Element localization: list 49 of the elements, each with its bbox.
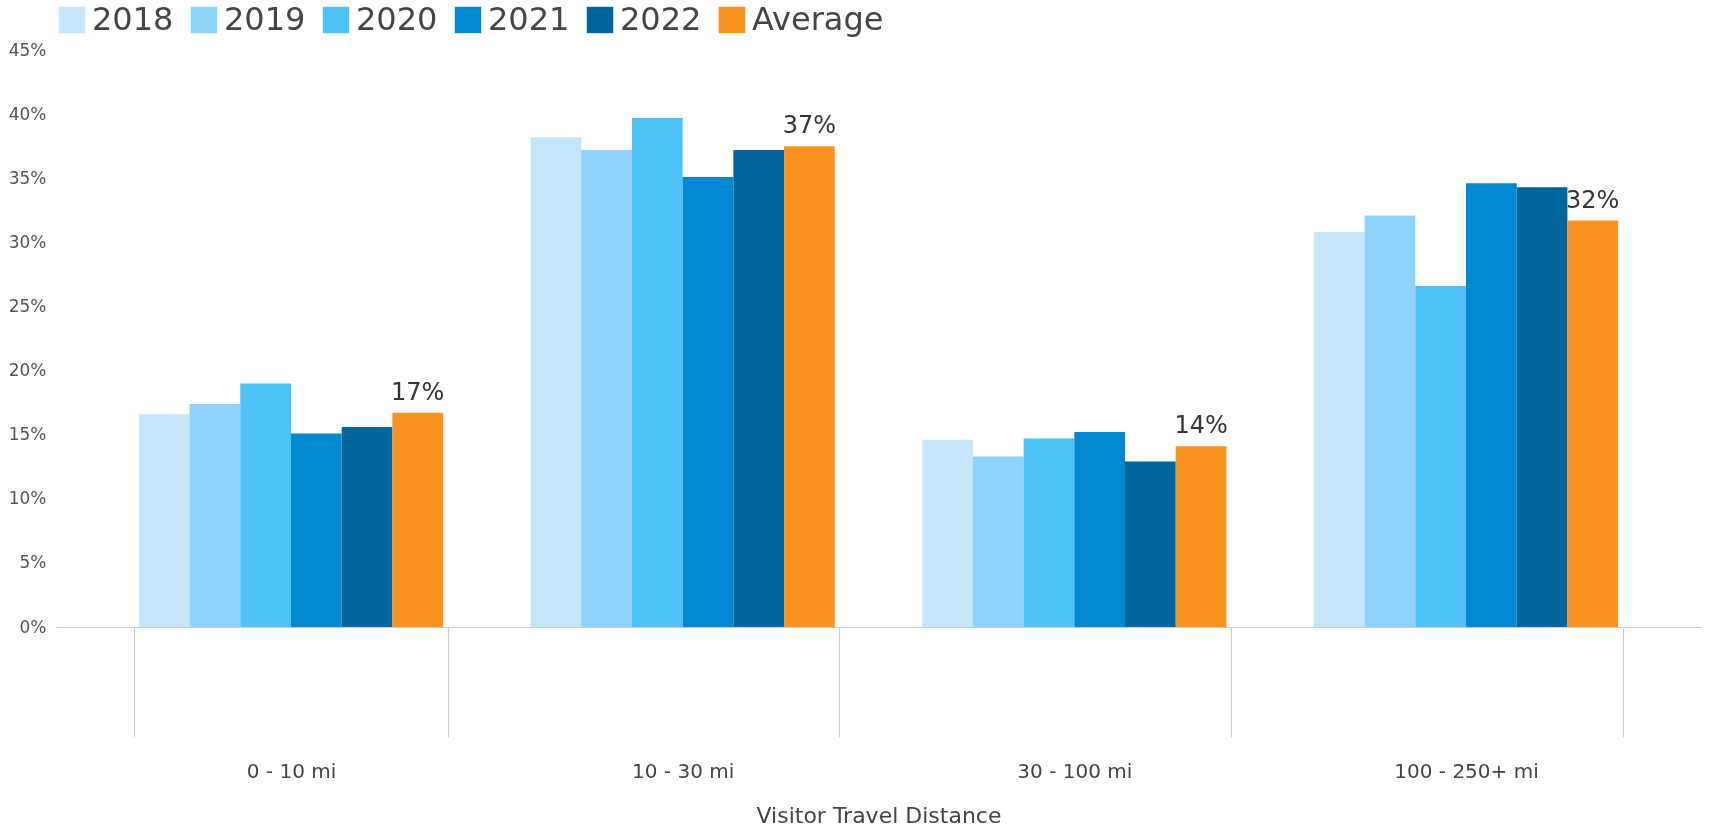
bar [341,426,393,627]
bar [189,403,241,627]
data-label: 14% [1174,411,1228,440]
bar [1023,438,1075,627]
bar [1313,232,1365,627]
data-label: 17% [391,377,445,406]
bar [1175,446,1227,627]
legend-label: 2018 [92,0,174,38]
y-tick-label: 20% [8,360,47,381]
bar [1125,461,1176,627]
bar [1415,285,1466,627]
data-label: 37% [782,111,837,140]
bar [530,137,582,627]
bar [784,146,835,627]
bar [392,412,444,627]
bar [138,414,190,627]
y-tick-label: 5% [19,552,47,573]
legend-label: 2021 [488,0,570,38]
legend-label: 2019 [224,0,306,38]
x-tick-label: 100 - 250+ mi [1394,758,1539,783]
bar [733,150,785,627]
y-tick-label: 10% [8,488,47,509]
y-tick-label: 30% [8,231,47,252]
y-tick-label: 45% [8,39,47,60]
bar [922,439,973,627]
bar [631,117,683,627]
bar [972,456,1024,627]
bar [581,150,632,627]
bar [1567,220,1619,627]
x-tick-label: 30 - 100 mi [1017,758,1133,783]
y-tick-label: 40% [8,103,47,124]
bar [1516,187,1568,627]
legend-label: 2022 [620,0,702,38]
bar [1364,215,1416,627]
legend-label: Average [752,0,884,38]
bar [1466,183,1517,627]
y-tick-label: 0% [19,616,47,637]
x-axis-title: Visitor Travel Distance [756,802,1002,828]
y-tick-label: 15% [8,424,47,445]
x-tick-label: 10 - 30 mi [632,758,735,783]
x-tick-label: 0 - 10 mi [246,758,337,783]
data-label: 32% [1566,185,1620,214]
legend-label: 2020 [356,0,438,38]
y-tick-label: 25% [8,295,47,316]
y-tick-label: 35% [8,167,47,188]
bar [240,383,291,627]
bar [682,176,734,627]
bar [291,433,342,627]
bar [1074,432,1126,627]
